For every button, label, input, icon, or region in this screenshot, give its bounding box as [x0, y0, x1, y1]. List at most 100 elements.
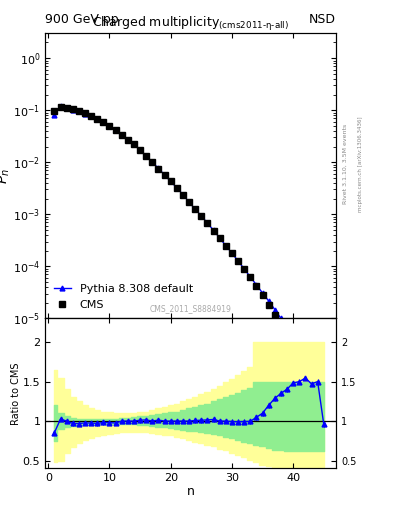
Pythia 8.308 default	[260, 290, 265, 296]
CMS	[77, 108, 81, 114]
Pythia 8.308 default	[181, 191, 185, 198]
Text: mcplots.cern.ch [arXiv:1306.3436]: mcplots.cern.ch [arXiv:1306.3436]	[358, 116, 363, 211]
Text: NSD: NSD	[309, 13, 336, 26]
CMS	[181, 191, 185, 198]
CMS	[64, 104, 69, 111]
Pythia 8.308 default	[64, 104, 69, 111]
CMS	[187, 199, 191, 205]
Pythia 8.308 default	[297, 345, 302, 351]
Legend: Pythia 8.308 default, CMS: Pythia 8.308 default, CMS	[51, 281, 196, 313]
CMS	[291, 344, 296, 350]
Pythia 8.308 default	[230, 250, 234, 257]
Pythia 8.308 default	[138, 147, 142, 153]
Pythia 8.308 default	[217, 235, 222, 241]
Line: Pythia 8.308 default: Pythia 8.308 default	[52, 104, 326, 405]
Pythia 8.308 default	[70, 106, 75, 113]
Pythia 8.308 default	[144, 153, 149, 159]
Pythia 8.308 default	[205, 220, 210, 226]
Pythia 8.308 default	[303, 355, 308, 361]
CMS	[236, 258, 241, 264]
CMS	[125, 137, 130, 143]
Pythia 8.308 default	[315, 378, 320, 384]
CMS	[156, 166, 161, 172]
CMS	[266, 302, 271, 308]
Pythia 8.308 default	[199, 213, 204, 219]
CMS	[101, 119, 106, 125]
CMS	[168, 178, 173, 184]
CMS	[89, 113, 94, 119]
Pythia 8.308 default	[285, 325, 289, 331]
CMS	[303, 365, 308, 371]
Y-axis label: Ratio to CMS: Ratio to CMS	[11, 362, 21, 424]
CMS	[315, 387, 320, 393]
Pythia 8.308 default	[211, 227, 216, 233]
CMS	[279, 322, 283, 328]
CMS	[58, 104, 63, 110]
Pythia 8.308 default	[236, 258, 241, 264]
Text: 900 GeV pp: 900 GeV pp	[45, 13, 119, 26]
Text: Rivet 3.1.10, 3.5M events: Rivet 3.1.10, 3.5M events	[343, 124, 348, 204]
CMS	[321, 399, 326, 405]
CMS	[83, 110, 87, 116]
CMS	[211, 228, 216, 234]
Pythia 8.308 default	[187, 199, 191, 205]
Pythia 8.308 default	[101, 119, 106, 125]
Pythia 8.308 default	[174, 185, 179, 191]
CMS	[107, 123, 112, 129]
CMS	[285, 332, 289, 338]
CMS	[248, 274, 253, 280]
Pythia 8.308 default	[254, 282, 259, 288]
Pythia 8.308 default	[168, 178, 173, 184]
Pythia 8.308 default	[132, 141, 136, 147]
Pythia 8.308 default	[119, 132, 124, 138]
Pythia 8.308 default	[162, 172, 167, 178]
CMS	[113, 126, 118, 133]
Pythia 8.308 default	[113, 127, 118, 134]
CMS	[95, 116, 99, 122]
Pythia 8.308 default	[266, 298, 271, 304]
CMS	[297, 354, 302, 360]
Pythia 8.308 default	[77, 108, 81, 114]
X-axis label: n: n	[187, 485, 195, 498]
CMS	[217, 235, 222, 241]
CMS	[52, 108, 57, 114]
CMS	[162, 172, 167, 178]
CMS	[138, 147, 142, 153]
CMS	[132, 141, 136, 147]
Pythia 8.308 default	[309, 368, 314, 374]
Pythia 8.308 default	[291, 334, 296, 340]
Pythia 8.308 default	[272, 307, 277, 313]
CMS	[150, 159, 155, 165]
CMS	[119, 132, 124, 138]
Pythia 8.308 default	[242, 266, 246, 272]
Pythia 8.308 default	[279, 315, 283, 322]
CMS	[260, 292, 265, 298]
CMS	[199, 213, 204, 219]
CMS	[174, 185, 179, 191]
CMS	[242, 266, 246, 272]
Y-axis label: $P_n$: $P_n$	[0, 168, 12, 184]
CMS	[205, 220, 210, 226]
Text: CMS_2011_S8884919: CMS_2011_S8884919	[150, 304, 231, 313]
Pythia 8.308 default	[58, 103, 63, 110]
Line: CMS: CMS	[51, 104, 327, 405]
Title: Charged multiplicity$_{\sf (cms2011\text{-}\eta\text{-}all)}$: Charged multiplicity$_{\sf (cms2011\text…	[92, 15, 289, 33]
Pythia 8.308 default	[125, 137, 130, 143]
Pythia 8.308 default	[224, 243, 228, 249]
Pythia 8.308 default	[83, 111, 87, 117]
CMS	[272, 312, 277, 318]
Pythia 8.308 default	[248, 274, 253, 280]
Pythia 8.308 default	[156, 165, 161, 172]
CMS	[70, 106, 75, 112]
CMS	[230, 250, 234, 256]
Pythia 8.308 default	[89, 113, 94, 119]
CMS	[193, 206, 198, 212]
CMS	[224, 243, 228, 249]
Pythia 8.308 default	[193, 206, 198, 212]
CMS	[144, 153, 149, 159]
Pythia 8.308 default	[321, 400, 326, 406]
Pythia 8.308 default	[150, 159, 155, 165]
CMS	[309, 376, 314, 382]
CMS	[254, 283, 259, 289]
Pythia 8.308 default	[107, 123, 112, 130]
